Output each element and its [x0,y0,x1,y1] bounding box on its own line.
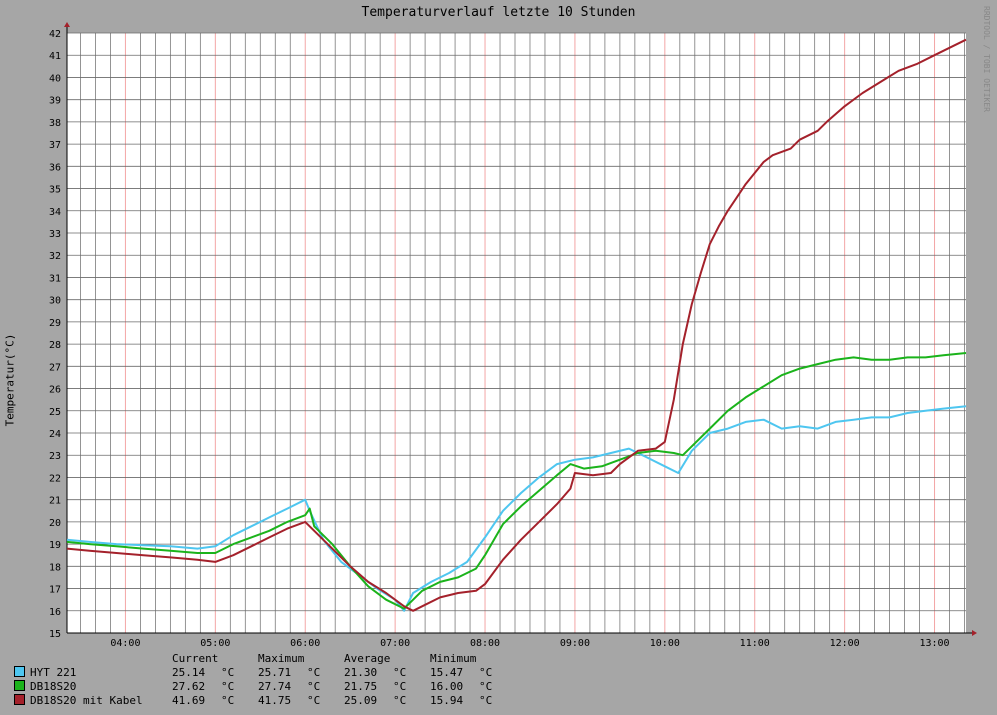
legend-swatch [14,680,25,691]
legend-minimum: 15.47 [430,666,464,679]
x-tick-label: 05:00 [200,638,230,649]
legend-swatch [14,694,25,705]
legend-unit: °C [307,680,321,693]
legend-minimum: 16.00 [430,680,464,693]
y-tick-label: 38 [49,118,61,129]
legend-header-row: Current Maximum Average Minimum [14,652,514,666]
legend-unit: °C [393,694,407,707]
legend-header-minimum: Minimum [430,652,477,665]
y-tick-label: 17 [49,585,61,596]
x-tick-label: 13:00 [919,638,949,649]
legend-row-db18s20-mit-kabel: DB18S20 mit Kabel 41.69 °C 41.75 °C 25.0… [14,694,514,708]
y-tick-label: 19 [49,540,61,551]
y-tick-label: 36 [49,162,61,173]
legend-unit: °C [479,680,493,693]
y-tick-label: 30 [49,296,61,307]
x-tick-label: 04:00 [110,638,140,649]
series-line-0 [66,405,967,612]
y-tick-label: 21 [49,496,61,507]
watermark-wrap: RRDTOOL / TOBI OETIKER [982,6,996,206]
y-tick-label: 42 [49,29,61,40]
y-tick-label: 35 [49,185,61,196]
y-tick-label: 15 [49,629,61,640]
legend-unit: °C [479,694,493,707]
legend-minimum: 15.94 [430,694,464,707]
y-axis-arrow [64,22,70,27]
legend-header-maximum: Maximum [258,652,305,665]
series-lines [66,38,967,612]
y-tick-label: 18 [49,562,61,573]
legend-unit: °C [393,666,407,679]
y-tick-label: 28 [49,340,61,351]
x-tick-label: 11:00 [740,638,770,649]
watermark: RRDTOOL / TOBI OETIKER [982,6,991,112]
legend-unit: °C [393,680,407,693]
y-tick-label: 22 [49,473,61,484]
y-tick-label: 25 [49,407,61,418]
legend-series-name: DB18S20 mit Kabel [30,694,143,707]
y-tick-label: 27 [49,362,61,373]
legend-average: 21.75 [344,680,378,693]
y-tick-label: 40 [49,73,61,84]
y-tick-label: 26 [49,385,61,396]
plot-area [67,33,966,633]
legend-average: 25.09 [344,694,378,707]
legend-swatch [14,666,25,677]
legend-average: 21.30 [344,666,378,679]
series-line-2 [66,38,967,612]
y-axis-label: Temperatur(°C) [3,333,17,427]
x-tick-label: 07:00 [380,638,410,649]
y-tick-label: 23 [49,451,61,462]
legend-current: 25.14 [172,666,206,679]
y-tick-label: 39 [49,96,61,107]
y-tick-label: 20 [49,518,61,529]
legend-series-name: HYT 221 [30,666,77,679]
y-tick-label: 33 [49,229,61,240]
x-tick-label: 10:00 [650,638,680,649]
series-line-1 [66,352,967,610]
chart-title: Temperaturverlauf letzte 10 Stunden [361,5,636,20]
y-tick-label: 34 [49,207,61,218]
legend-unit: °C [307,666,321,679]
legend-current: 27.62 [172,680,206,693]
x-tick-label: 08:00 [470,638,500,649]
legend-maximum: 27.74 [258,680,292,693]
legend-series-name: DB18S20 [30,680,77,693]
legend-unit: °C [221,680,235,693]
legend-row-hyt221: HYT 221 25.14 °C 25.71 °C 21.30 °C 15.47… [14,666,514,680]
legend-unit: °C [479,666,493,679]
y-tick-label: 37 [49,140,61,151]
y-tick-label: 29 [49,318,61,329]
legend-header-current: Current [172,652,219,665]
y-tick-label: 16 [49,607,61,618]
x-axis-arrow [972,630,977,636]
x-tick-label: 06:00 [290,638,320,649]
legend-unit: °C [221,694,235,707]
y-tick-label: 31 [49,273,61,284]
x-tick-label: 12:00 [830,638,860,649]
legend-unit: °C [221,666,235,679]
legend-header-average: Average [344,652,391,665]
axes [64,22,977,636]
legend-row-db18s20: DB18S20 27.62 °C 27.74 °C 21.75 °C 16.00… [14,680,514,694]
y-tick-label: 24 [49,429,61,440]
legend-current: 41.69 [172,694,206,707]
y-tick-label: 41 [49,51,61,62]
legend-maximum: 25.71 [258,666,292,679]
x-tick-label: 09:00 [560,638,590,649]
tick-labels: 15 16 17 18 19 20 21 22 23 24 25 26 27 28 29 30 31 32 33 34… [49,29,950,649]
y-tick-label: 32 [49,251,61,262]
legend-maximum: 41.75 [258,694,292,707]
legend-unit: °C [307,694,321,707]
